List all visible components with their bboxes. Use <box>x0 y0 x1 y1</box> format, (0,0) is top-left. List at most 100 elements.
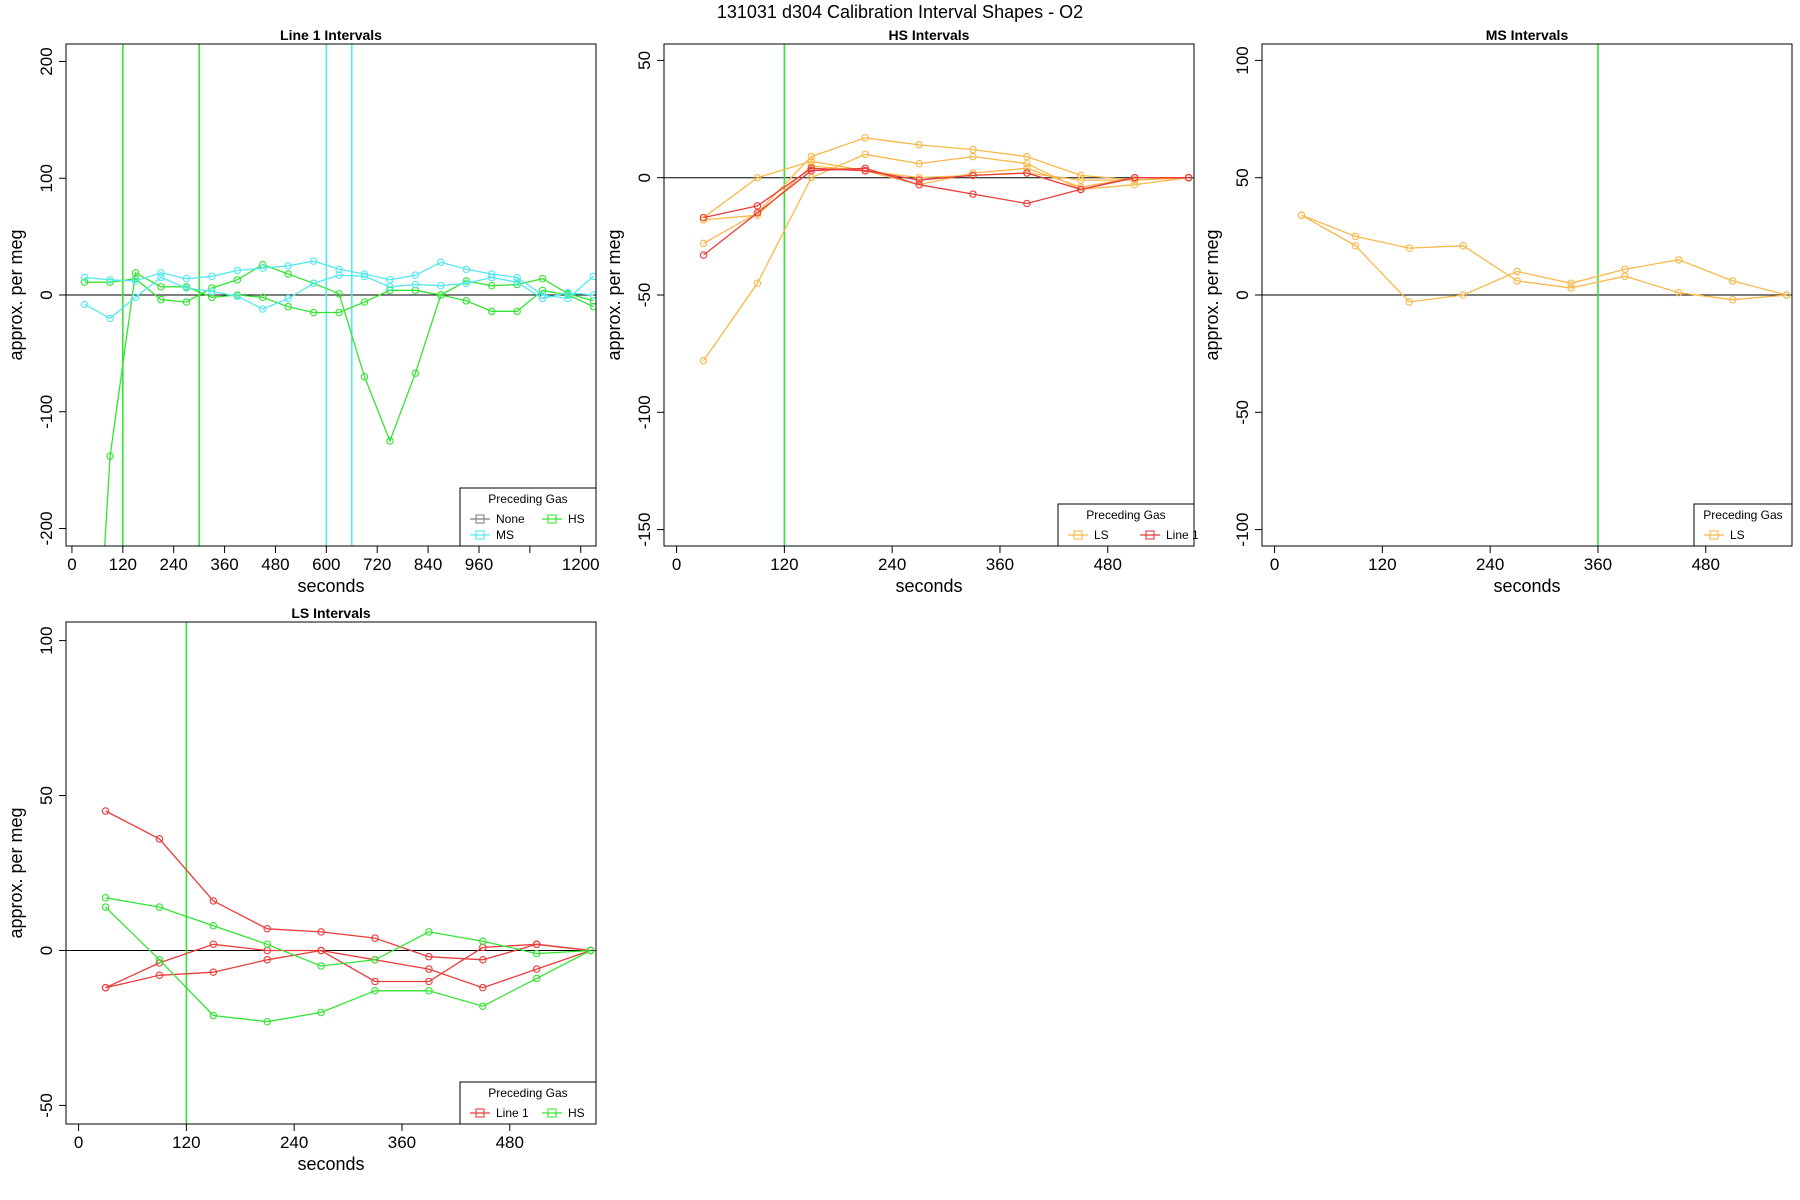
y-tick-label: 50 <box>635 51 654 70</box>
data-point <box>360 298 369 306</box>
data-point <box>479 983 487 992</box>
plot-area <box>66 44 596 546</box>
data-point <box>1184 173 1193 182</box>
x-tick-label: 480 <box>261 555 289 574</box>
data-point <box>462 265 471 274</box>
data-point <box>753 173 762 182</box>
legend-entry-label: Line 1 <box>496 1106 529 1120</box>
series-line-4 <box>84 274 594 320</box>
data-point <box>131 274 140 283</box>
x-tick-label: 120 <box>770 555 798 574</box>
x-axis-label: seconds <box>297 576 364 596</box>
data-point <box>317 1008 325 1017</box>
data-point <box>513 307 521 316</box>
x-axis-label: seconds <box>297 1154 364 1174</box>
data-point <box>425 965 433 973</box>
data-point <box>263 1017 271 1026</box>
data-point <box>807 162 816 170</box>
data-point <box>157 295 165 304</box>
series-line-2 <box>1301 214 1787 301</box>
data-point <box>1130 176 1139 184</box>
y-tick-label: -100 <box>37 395 56 429</box>
series-line-6 <box>703 167 1189 219</box>
data-point <box>371 934 379 942</box>
chart-title: HS Intervals <box>889 27 970 43</box>
data-point <box>513 278 521 286</box>
data-point <box>479 956 487 964</box>
data-point <box>753 279 762 288</box>
data-point <box>1675 288 1683 297</box>
series-line-4 <box>105 897 591 967</box>
data-point <box>1023 152 1031 161</box>
data-point <box>1077 171 1085 180</box>
legend: Preceding Gas LS <box>1693 503 1793 547</box>
data-point <box>699 251 708 259</box>
data-point <box>1567 284 1575 292</box>
chart-panel-2: HS Intervals 0 120 240 360 480 -150 -100 -50 0 50 s… <box>604 27 1199 596</box>
data-point <box>360 270 369 278</box>
legend-entry-label: Line 1 <box>1166 528 1199 542</box>
data-point <box>538 294 547 303</box>
chart-panel-4: LS Intervals 0 120 240 360 480 -50 0 50 100 second… <box>6 605 597 1174</box>
x-tick-label: 0 <box>74 1133 83 1152</box>
data-point <box>538 286 547 295</box>
series-line-3 <box>84 260 594 300</box>
data-point <box>209 1011 218 1020</box>
data-point <box>425 952 433 961</box>
x-tick-label: 360 <box>388 1133 416 1152</box>
data-point <box>437 258 445 267</box>
x-tick-label: 360 <box>210 555 238 574</box>
data-point <box>106 276 114 284</box>
data-point <box>1621 265 1629 273</box>
x-tick-label: 0 <box>67 555 76 574</box>
data-point <box>532 949 541 958</box>
data-point <box>309 308 318 317</box>
data-point <box>538 274 547 283</box>
legend-title: Preceding Gas <box>1086 508 1165 522</box>
data-point <box>1077 183 1085 191</box>
data-point <box>969 169 977 177</box>
data-point <box>1513 267 1521 276</box>
data-point <box>258 264 267 272</box>
data-point <box>208 293 216 302</box>
legend-swatch-marker <box>475 514 485 524</box>
chart-panel-3: MS Intervals 0 120 240 360 480 -100 -50 0 50 100 se… <box>1202 27 1793 596</box>
data-point <box>753 209 762 217</box>
series-line-1 <box>104 271 594 546</box>
chart-title: LS Intervals <box>291 605 371 621</box>
data-point <box>1351 241 1360 250</box>
data-point <box>233 266 242 275</box>
y-tick-label: 100 <box>1233 46 1252 74</box>
legend-title: Preceding Gas <box>1703 508 1782 522</box>
data-point <box>915 180 923 189</box>
data-point <box>1297 211 1306 219</box>
y-tick-label: -150 <box>635 513 654 547</box>
data-point <box>284 262 292 270</box>
y-tick-label: 0 <box>635 173 654 182</box>
data-point <box>532 974 541 983</box>
data-point <box>532 965 541 973</box>
data-point <box>182 274 191 283</box>
data-point <box>1023 164 1031 173</box>
data-point <box>101 983 110 992</box>
data-point <box>155 835 164 843</box>
data-point <box>182 298 191 306</box>
x-axis-label: seconds <box>1493 576 1560 596</box>
data-point <box>371 977 379 986</box>
data-point <box>317 946 325 955</box>
y-tick-label: 200 <box>37 47 56 75</box>
data-point <box>101 894 110 902</box>
data-point <box>861 166 869 175</box>
data-point <box>462 277 471 285</box>
legend-title: Preceding Gas <box>488 492 567 506</box>
data-point <box>335 271 343 279</box>
data-point <box>101 903 110 911</box>
x-tick-label: 120 <box>1368 555 1396 574</box>
data-point <box>1567 279 1575 288</box>
legend-swatch-marker <box>547 1108 557 1118</box>
data-point <box>233 276 242 284</box>
x-tick-label: 0 <box>672 555 681 574</box>
data-point <box>284 302 292 311</box>
data-point <box>155 971 164 980</box>
x-tick-label: 360 <box>1584 555 1612 574</box>
